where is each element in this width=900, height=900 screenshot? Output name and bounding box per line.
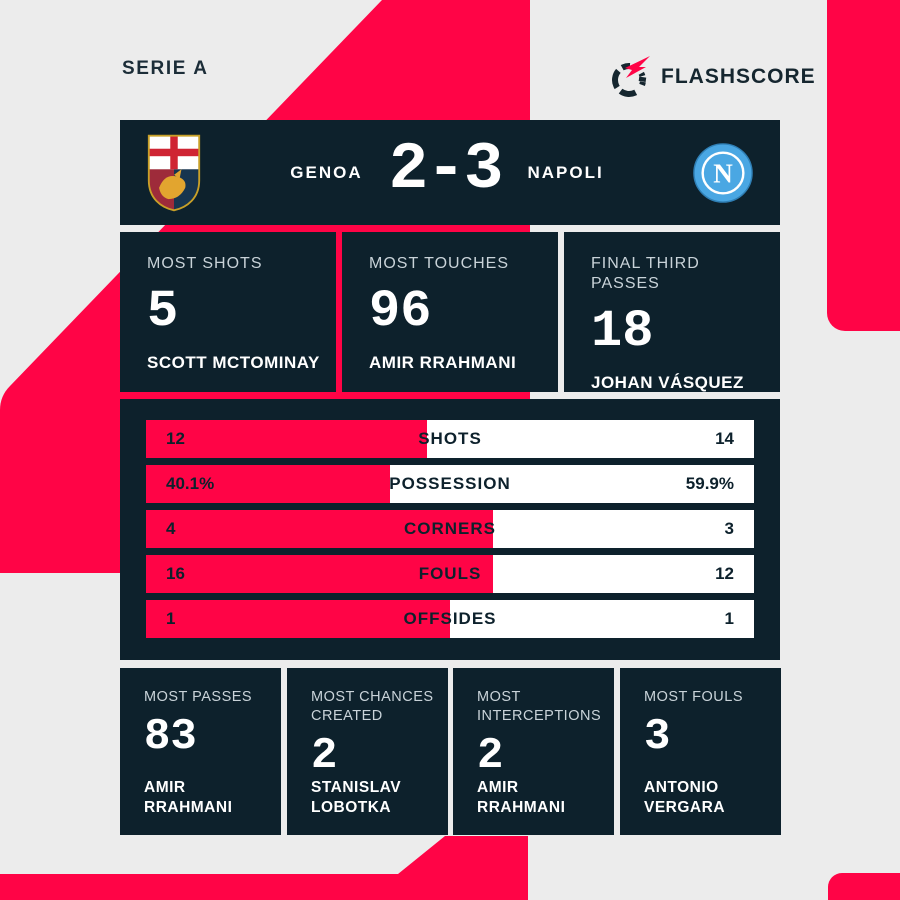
stat-bar-offsides: 1 OFFSIDES 1	[146, 600, 754, 638]
bottom-right-red-block	[828, 873, 900, 900]
stat-player: AMIR RRAHMANI	[477, 779, 566, 816]
napoli-crest-icon: N	[693, 142, 753, 203]
stat-player: SCOTT MCTOMINAY	[147, 353, 320, 372]
bottom-stat-card-most-fouls: MOST FOULS 3 ANTONIO VERGARA	[620, 668, 781, 835]
stat-bar-possession: 40.1% POSSESSION 59.9%	[146, 465, 754, 503]
home-value: 1	[166, 609, 176, 628]
stat-value: 96	[369, 282, 432, 341]
away-value: 3	[724, 519, 734, 538]
stat-value: 2	[477, 730, 504, 781]
stat-label: MOST INTERCEPTIONS	[477, 689, 602, 724]
away-value: 14	[715, 429, 734, 448]
stat-name: SHOTS	[418, 429, 482, 448]
match-score: 2-3	[388, 131, 504, 207]
home-bar-fill	[146, 555, 494, 593]
flashscore-logo-icon	[612, 56, 650, 97]
stat-label: MOST TOUCHES	[369, 255, 510, 272]
stat-value: 3	[644, 711, 671, 762]
stat-value: 5	[147, 282, 179, 341]
scoreboard-panel: GENOA 2-3 NAPOLI N	[120, 120, 780, 225]
stat-player: AMIR RRAHMANI	[144, 779, 233, 816]
stat-value: 2	[311, 730, 338, 781]
stat-value: 83	[144, 711, 197, 762]
stat-player: AMIR RRAHMANI	[369, 353, 517, 372]
flashscore-brand-text: FLASHSCORE	[661, 65, 816, 88]
top-stat-card-most-shots: MOST SHOTS 5 SCOTT MCTOMINAY	[120, 232, 336, 392]
stat-label: MOST CHANCES CREATED	[311, 689, 434, 724]
home-bar-fill	[146, 420, 427, 458]
away-value: 12	[715, 564, 734, 583]
genoa-crest-icon	[147, 134, 201, 211]
stat-bar-corners: 4 CORNERS 3	[146, 510, 754, 548]
stat-name: POSSESSION	[389, 474, 511, 493]
bottom-stat-card-most-passes: MOST PASSES 83 AMIR RRAHMANI	[120, 668, 281, 835]
away-value: 59.9%	[685, 474, 734, 493]
home-team-name: GENOA	[290, 162, 363, 182]
home-value: 12	[166, 429, 185, 448]
home-bar-fill	[146, 510, 494, 548]
stat-label: FINAL THIRD PASSES	[591, 255, 700, 292]
away-value: 1	[724, 609, 734, 628]
league-title: SERIE A	[122, 58, 209, 79]
stat-player: ANTONIO VERGARA	[644, 779, 726, 816]
top-stat-card-final-third-passes: FINAL THIRD PASSES 18 JOHAN VÁSQUEZ	[564, 232, 780, 392]
home-value: 16	[166, 564, 185, 583]
stat-name: FOULS	[418, 564, 482, 583]
flashscore-brand: FLASHSCORE	[610, 55, 816, 99]
stat-value: 18	[591, 302, 654, 361]
home-bar-fill	[146, 600, 450, 638]
stat-label: MOST SHOTS	[147, 255, 263, 272]
away-team-name: NAPOLI	[527, 162, 604, 182]
home-bar-fill	[146, 465, 390, 503]
top-stat-card-most-touches: MOST TOUCHES 96 AMIR RRAHMANI	[342, 232, 558, 392]
stat-name: CORNERS	[403, 519, 496, 538]
bottom-flash-shape	[0, 836, 528, 900]
top-right-red-block	[827, 0, 900, 331]
home-value: 4	[166, 519, 176, 538]
stat-name: OFFSIDES	[403, 609, 497, 628]
bottom-stat-card-most-interceptions: MOST INTERCEPTIONS 2 AMIR RRAHMANI	[453, 668, 614, 835]
stat-label: MOST FOULS	[644, 689, 743, 705]
match-stats-panel: 12 SHOTS 14 40.1% POSSESSION 59.9% 4 COR…	[120, 399, 780, 660]
bottom-stat-card-most-chances-created: MOST CHANCES CREATED 2 STANISLAV LOBOTKA	[287, 668, 448, 835]
stat-bar-shots: 12 SHOTS 14	[146, 420, 754, 458]
stat-player: JOHAN VÁSQUEZ	[591, 373, 744, 392]
score-center: GENOA 2-3 NAPOLI	[290, 131, 604, 209]
stat-label: MOST PASSES	[144, 689, 253, 705]
stat-player: STANISLAV LOBOTKA	[311, 779, 402, 816]
stat-bar-fouls: 16 FOULS 12	[146, 555, 754, 593]
napoli-letter: N	[713, 158, 733, 188]
home-value: 40.1%	[166, 474, 215, 493]
